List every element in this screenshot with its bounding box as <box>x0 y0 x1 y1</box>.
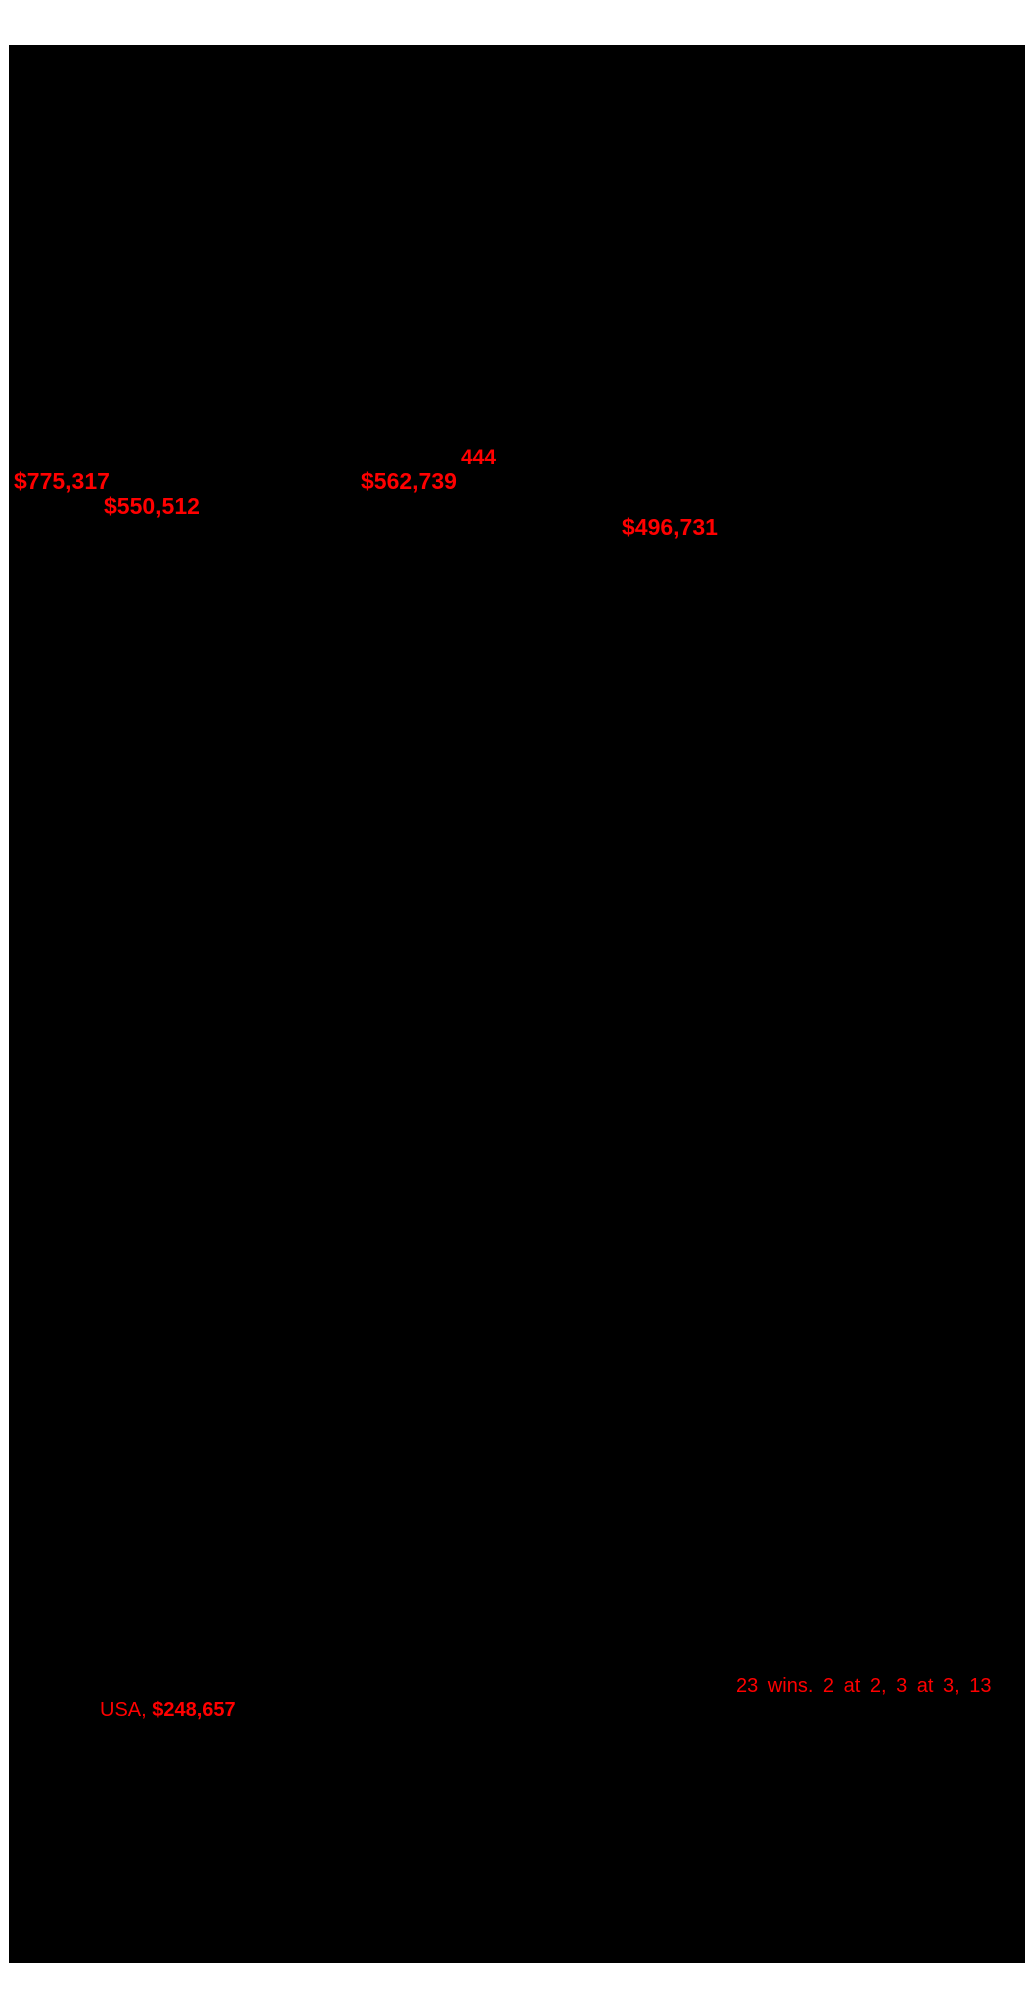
country-label: USA, <box>100 1699 153 1721</box>
prize-money-248657-label: $248,657 <box>152 1699 236 1721</box>
blacked-out-content <box>9 45 1025 1963</box>
wins-summary-label: 23 wins. 2 at 2, 3 at 3, 13 <box>736 1675 992 1697</box>
prize-money-550512-label: $550,512 <box>104 493 200 519</box>
count-444-label: 444 <box>461 446 497 469</box>
prize-money-775317-label: $775,317 <box>14 468 110 494</box>
prize-money-496731-label: $496,731 <box>622 514 718 540</box>
country-earnings-label: USA, $248,657 <box>100 1700 236 1720</box>
prize-money-562739-label: $562,739 <box>361 468 457 494</box>
